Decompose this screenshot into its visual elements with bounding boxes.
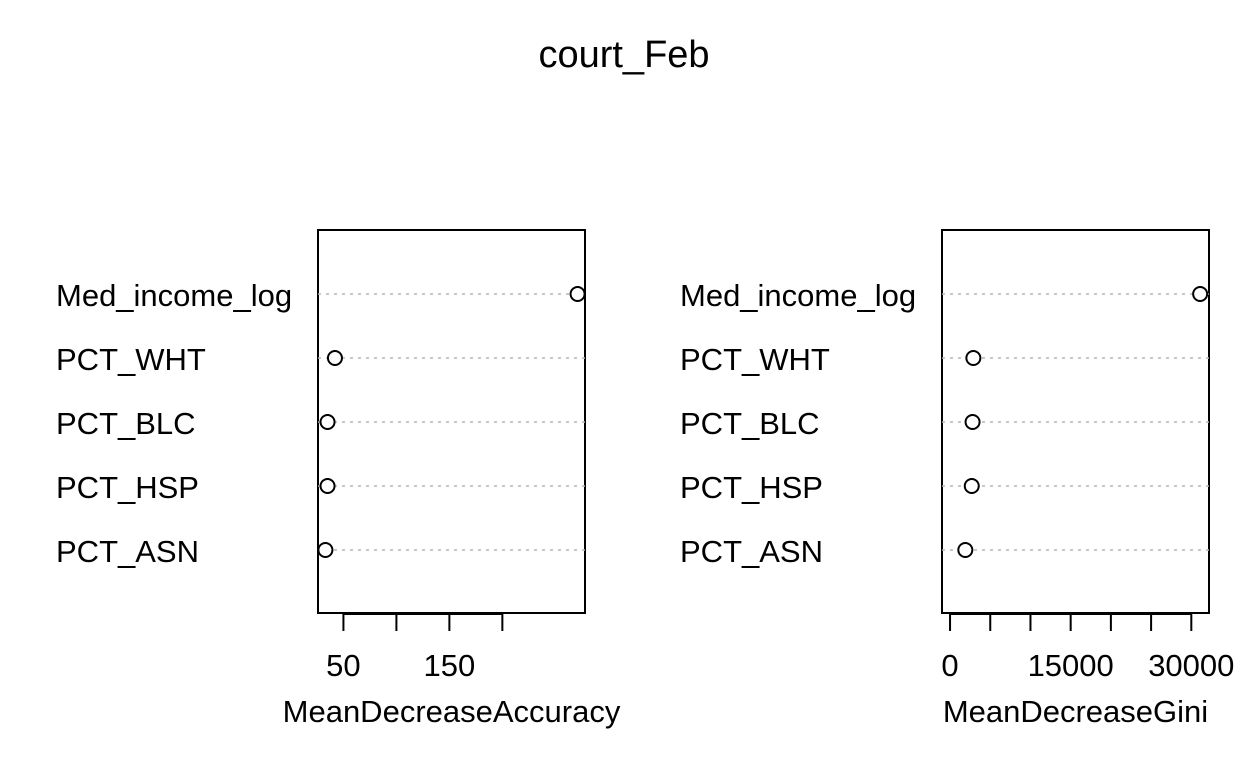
category-label: Med_income_log xyxy=(56,278,292,313)
data-point xyxy=(964,414,981,430)
category-label: PCT_HSP xyxy=(680,470,823,505)
data-point xyxy=(963,478,980,494)
x-tick-label: 0 xyxy=(941,648,958,683)
chart-title: court_Feb xyxy=(538,34,710,76)
x-tick-label: 30000 xyxy=(1148,648,1234,683)
x-axis-label: MeanDecreaseAccuracy xyxy=(283,694,621,729)
x-tick-label: 150 xyxy=(424,648,476,683)
dot-chart-panel-1: Med_income_log PCT_WHT PCT_BLC PCT_HSP PCT_A… xyxy=(56,229,621,729)
data-point xyxy=(965,350,982,366)
data-point xyxy=(319,478,336,494)
category-label: Med_income_log xyxy=(680,278,916,313)
data-point xyxy=(957,542,974,558)
category-label: PCT_BLC xyxy=(56,406,196,441)
x-axis-label: MeanDecreaseGini xyxy=(943,694,1208,729)
category-label: PCT_WHT xyxy=(680,342,830,377)
category-label: PCT_WHT xyxy=(56,342,206,377)
data-point xyxy=(569,286,586,302)
data-point xyxy=(319,414,336,430)
data-point xyxy=(317,542,334,558)
data-point xyxy=(326,350,343,366)
category-label: PCT_ASN xyxy=(680,534,823,569)
category-label: PCT_ASN xyxy=(56,534,199,569)
category-label: PCT_BLC xyxy=(680,406,820,441)
x-tick-label: 50 xyxy=(326,648,360,683)
data-point xyxy=(1192,286,1209,302)
dot-chart-panel-2: Med_income_log PCT_WHT PCT_BLC PCT_HSP PCT_A… xyxy=(680,229,1234,729)
x-tick-label: 15000 xyxy=(1028,648,1114,683)
category-label: PCT_HSP xyxy=(56,470,199,505)
